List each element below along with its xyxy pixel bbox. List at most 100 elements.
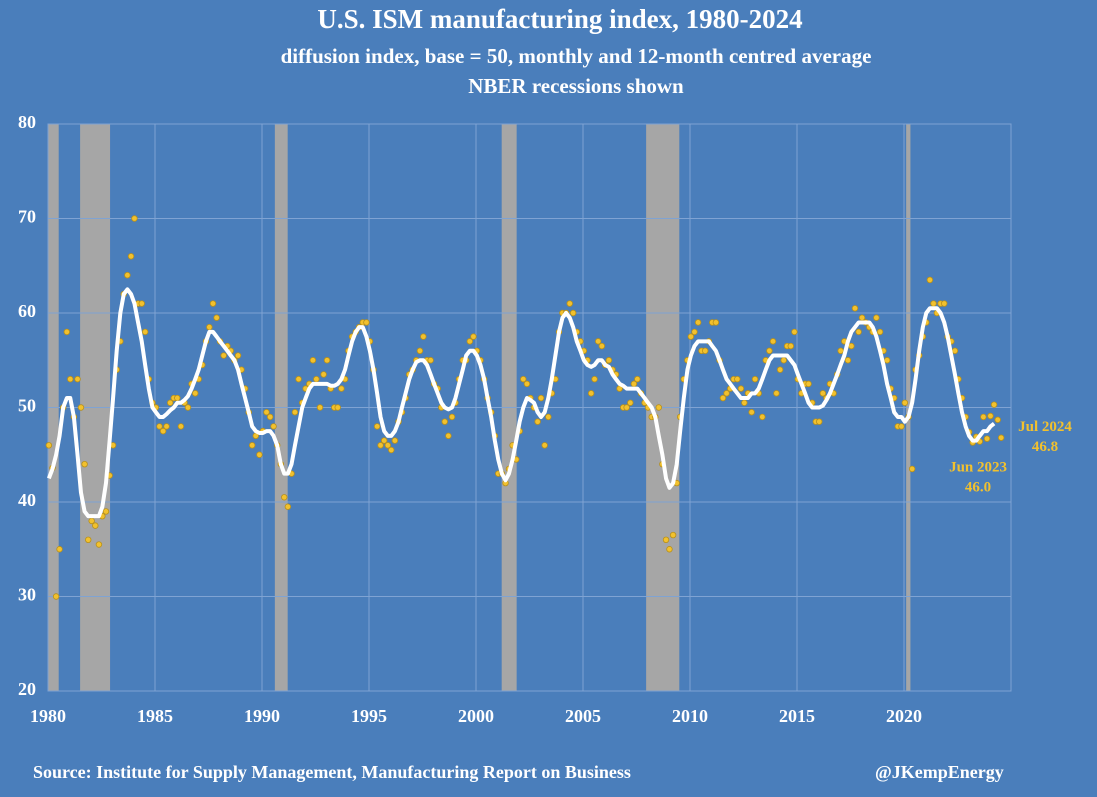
data-point — [256, 451, 263, 458]
data-point — [466, 338, 473, 345]
data-point — [373, 423, 381, 430]
data-point — [95, 541, 103, 548]
data-point — [901, 399, 909, 406]
data-point — [388, 446, 395, 454]
data-point — [858, 314, 866, 321]
data-point — [701, 347, 709, 354]
data-point — [163, 423, 170, 430]
data-point — [156, 423, 163, 430]
data-point — [45, 442, 53, 449]
data-point — [377, 442, 384, 449]
data-point — [816, 418, 823, 425]
data-point — [687, 333, 695, 340]
data-point — [363, 319, 370, 326]
data-point — [980, 413, 987, 421]
data-point — [537, 394, 545, 402]
data-point — [192, 390, 199, 397]
data-point — [213, 314, 220, 321]
data-point — [206, 323, 213, 331]
data-point — [605, 357, 613, 364]
x-tick-label: 2020 — [886, 706, 922, 726]
y-tick-label: 80 — [18, 112, 36, 132]
x-tick-label: 1990 — [244, 706, 280, 726]
data-point — [990, 401, 998, 408]
annotation-label: Jul 2024 — [1018, 419, 1072, 435]
data-point — [898, 423, 905, 430]
data-point — [263, 409, 270, 416]
data-point — [994, 416, 1001, 423]
x-tick-label: 2000 — [458, 706, 494, 726]
data-point — [470, 333, 477, 340]
data-point — [773, 390, 780, 397]
data-point — [520, 375, 527, 383]
data-point — [598, 342, 606, 350]
annotation-value: 46.0 — [965, 480, 991, 496]
data-point — [184, 404, 192, 411]
data-point — [441, 418, 448, 425]
x-tick-label: 2015 — [779, 706, 815, 726]
data-point — [662, 536, 670, 543]
data-point — [634, 375, 641, 383]
data-point — [759, 413, 766, 421]
data-point — [987, 412, 994, 420]
data-point — [844, 357, 852, 364]
data-point — [141, 328, 149, 336]
y-tick-label: 60 — [18, 301, 36, 321]
data-point — [384, 442, 392, 449]
data-point — [908, 465, 916, 473]
average-line — [46, 287, 996, 519]
data-point — [666, 546, 673, 553]
data-point — [209, 300, 217, 307]
data-point — [74, 375, 81, 383]
data-point — [734, 375, 741, 383]
data-point — [284, 503, 292, 510]
data-point — [741, 399, 748, 406]
data-point — [587, 390, 595, 397]
data-point — [737, 385, 745, 392]
annotation-value: 46.8 — [1032, 439, 1058, 455]
data-point — [338, 385, 345, 392]
data-point — [819, 390, 827, 397]
data-point — [174, 394, 181, 402]
data-point — [63, 328, 71, 336]
data-point — [591, 375, 598, 383]
data-point — [837, 347, 844, 354]
data-point — [448, 413, 456, 421]
data-point — [941, 300, 948, 307]
data-point — [295, 375, 302, 383]
data-point — [855, 328, 862, 336]
data-point — [691, 328, 698, 336]
data-point — [848, 342, 855, 350]
x-tick-label: 1980 — [30, 706, 66, 726]
data-point — [883, 357, 891, 364]
chart-note: NBER recessions shown — [468, 74, 684, 98]
data-point — [930, 300, 937, 307]
data-point — [92, 522, 99, 529]
y-tick-label: 50 — [18, 396, 36, 416]
data-point — [56, 546, 63, 553]
data-point — [291, 409, 299, 416]
data-point — [427, 357, 434, 364]
data-point — [623, 404, 630, 411]
data-point — [77, 404, 85, 411]
data-point — [380, 437, 388, 444]
data-point — [566, 300, 573, 307]
data-point — [627, 399, 634, 406]
data-point — [81, 461, 88, 468]
data-point — [127, 253, 135, 260]
data-point — [751, 375, 759, 383]
data-point — [220, 352, 227, 359]
data-point — [983, 435, 991, 442]
data-point — [723, 390, 730, 397]
data-point — [594, 338, 602, 345]
data-point — [655, 404, 662, 411]
data-point — [951, 347, 959, 354]
data-point — [541, 442, 548, 449]
data-point — [523, 380, 531, 388]
data-point — [694, 319, 702, 326]
data-point — [234, 352, 242, 359]
data-point — [334, 404, 341, 411]
data-point — [766, 347, 773, 354]
data-point — [787, 342, 794, 350]
chart-title: U.S. ISM manufacturing index, 1980-2024 — [317, 4, 802, 34]
